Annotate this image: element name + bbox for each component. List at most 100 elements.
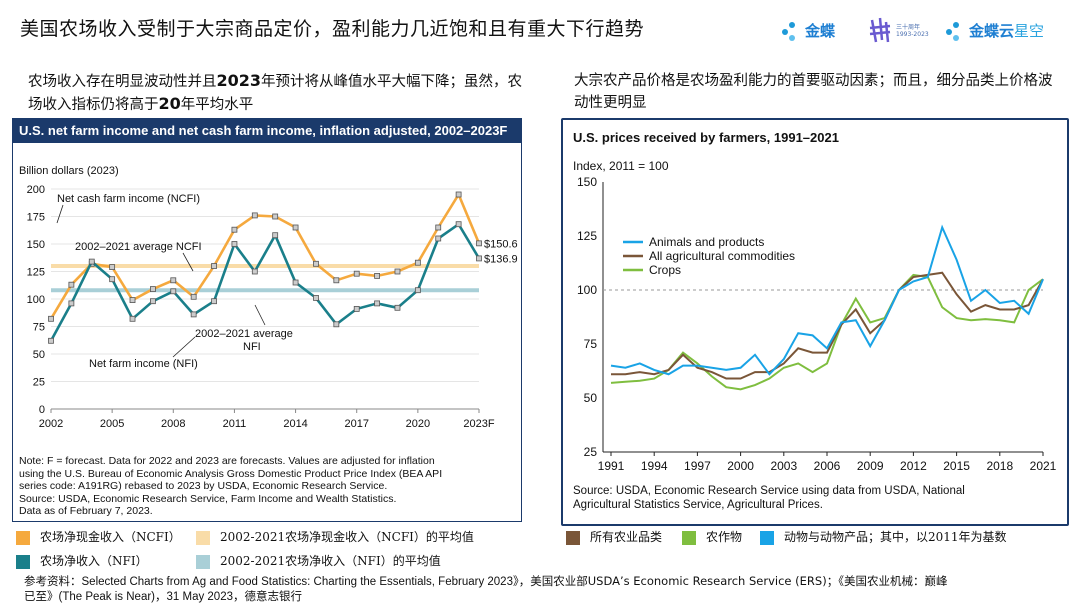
anniversary-logo bbox=[868, 16, 892, 48]
data-point bbox=[394, 304, 401, 311]
data-point bbox=[272, 213, 279, 220]
ncfi-leader-line bbox=[56, 204, 64, 224]
y-tick-label: 50 bbox=[584, 391, 598, 405]
data-point bbox=[394, 268, 401, 275]
legend-all-ag: 所有农业品类 bbox=[566, 528, 662, 545]
y-tick-label: 25 bbox=[33, 377, 45, 389]
y-tick-label: 50 bbox=[33, 349, 45, 361]
x-tick-label: 2006 bbox=[814, 459, 841, 470]
x-tick-label: 2015 bbox=[943, 459, 970, 470]
footer-text: 参考资料： bbox=[24, 574, 82, 588]
legend-nfi: 农场净收入（NFI） bbox=[16, 552, 148, 569]
legend-label: Animals and products bbox=[649, 235, 764, 249]
data-point bbox=[313, 260, 319, 267]
data-point bbox=[313, 294, 319, 301]
y-tick-label: 100 bbox=[27, 294, 45, 306]
data-point bbox=[374, 300, 380, 307]
data-point bbox=[251, 268, 258, 275]
x-tick-label: 2014 bbox=[283, 418, 307, 430]
data-point bbox=[211, 263, 217, 269]
data-point bbox=[251, 212, 258, 219]
data-point bbox=[353, 305, 360, 312]
left-chart-title: U.S. net farm income and net cash farm i… bbox=[13, 119, 521, 143]
note-line: Source: USDA, Economic Research Service,… bbox=[19, 492, 397, 505]
x-tick-label: 2020 bbox=[406, 418, 430, 430]
left-y-axis-label: Billion dollars (2023) bbox=[19, 165, 119, 177]
data-point bbox=[68, 281, 75, 288]
data-point bbox=[435, 235, 442, 242]
x-tick-label: 1994 bbox=[641, 459, 668, 470]
legend-ncfi: 农场净现金收入（NCFI） bbox=[16, 528, 181, 545]
y-tick-label: 25 bbox=[584, 445, 598, 459]
data-point bbox=[476, 240, 482, 247]
crops-line bbox=[610, 273, 1044, 391]
source-line: Source: USDA, Economic Research Service … bbox=[573, 485, 965, 497]
footer-references: 参考资料：Selected Charts from Ag and Food St… bbox=[24, 574, 1074, 604]
xingkong-text: 星空 bbox=[1014, 23, 1045, 40]
x-tick-label: 2005 bbox=[100, 418, 124, 430]
footer-text: (The Peak is Near)，31 May 2023 bbox=[58, 591, 234, 603]
data-point bbox=[48, 315, 54, 322]
x-tick-label: 2008 bbox=[161, 418, 185, 430]
left-subtitle-part1: 农场收入存在明显波动性并且 bbox=[28, 74, 217, 90]
x-tick-label: 2018 bbox=[986, 459, 1013, 470]
left-subtitle-years: 20 bbox=[158, 94, 181, 113]
data-point bbox=[333, 321, 340, 328]
footer-text: Selected Charts from Ag and Food Statist… bbox=[81, 576, 513, 588]
data-point bbox=[170, 288, 177, 295]
source-line: Agricultural Statistics Service, Agricul… bbox=[573, 499, 823, 511]
all-ag-line bbox=[611, 271, 1044, 380]
data-point bbox=[374, 273, 380, 279]
data-point bbox=[88, 258, 95, 265]
y-tick-label: 75 bbox=[33, 322, 45, 334]
legend-label: 农场净现金收入（NCFI） bbox=[40, 530, 181, 544]
y-tick-label: 150 bbox=[27, 239, 45, 251]
y-tick-label: 100 bbox=[577, 283, 597, 297]
left-chart-panel: U.S. net farm income and net cash farm i… bbox=[12, 118, 522, 522]
nfi-avg-annotation: 2002–2021 average bbox=[195, 328, 293, 340]
footer-text: ，德意志银行 bbox=[233, 589, 302, 603]
nfi-end-label: $136.9 bbox=[484, 253, 518, 265]
data-point bbox=[190, 293, 197, 300]
nfi-avg-annotation: NFI bbox=[243, 341, 261, 353]
y-tick-label: 175 bbox=[27, 212, 45, 224]
nfi-annotation: Net farm income (NFI) bbox=[89, 358, 198, 370]
x-tick-label: 2011 bbox=[223, 418, 247, 430]
legend-swatch bbox=[196, 530, 210, 545]
data-point bbox=[109, 264, 116, 270]
data-point bbox=[48, 337, 54, 344]
note-line: using the U.S. Bureau of Economic Analys… bbox=[19, 467, 443, 480]
right-chart-source: Source: USDA, Economic Research Service … bbox=[573, 484, 965, 512]
data-point bbox=[129, 297, 136, 304]
legend-swatch bbox=[196, 554, 210, 569]
nfi-leader-line bbox=[172, 336, 196, 358]
y-tick-label: 150 bbox=[577, 175, 597, 189]
x-tick-label: 1991 bbox=[598, 459, 625, 470]
left-subtitle: 农场收入存在明显波动性并且2023年预计将从峰值水平大幅下降；虽然，农场收入指标… bbox=[28, 70, 528, 116]
data-point bbox=[414, 287, 421, 294]
data-point bbox=[150, 286, 156, 293]
footer-text: 》，美国农业部USDA’s Economic Research Service … bbox=[512, 574, 948, 588]
ncfi-avg-leader-line bbox=[182, 252, 194, 272]
footer-text: 已至》 bbox=[24, 589, 59, 603]
legend-label: 农作物 bbox=[706, 530, 743, 544]
note-line: Data as of February 7, 2023. bbox=[19, 505, 153, 517]
left-subtitle-year: 2023 bbox=[216, 71, 262, 90]
data-point bbox=[231, 241, 238, 247]
x-tick-label: 2023F bbox=[463, 418, 494, 430]
legend-label: 动物与动物产品；其中，以2011年为基数 bbox=[784, 530, 1007, 544]
anniversary-text: 三十周年 1993-2023 bbox=[896, 24, 929, 38]
data-point bbox=[272, 232, 279, 239]
right-chart-title: U.S. prices received by farmers, 1991–20… bbox=[573, 130, 839, 145]
x-tick-label: 1997 bbox=[684, 459, 711, 470]
y-tick-label: 200 bbox=[27, 184, 45, 196]
data-point bbox=[68, 300, 75, 307]
page-title: 美国农场收入受制于大宗商品定价，盈利能力几近饱和且有重大下行趋势 bbox=[20, 18, 645, 40]
legend-ncfi-avg: 2002-2021农场净现金收入（NCFI）的平均值 bbox=[196, 528, 474, 545]
x-tick-label: 2009 bbox=[857, 459, 884, 470]
right-chart-plot: Index, 2011 = 100 25 50 75 100 125 150 1991 1994… bbox=[573, 159, 1057, 470]
right-chart-panel: U.S. prices received by farmers, 1991–20… bbox=[561, 118, 1069, 526]
animals-line bbox=[610, 224, 1044, 376]
nfi-line bbox=[49, 222, 481, 342]
anniversary-icon bbox=[869, 17, 891, 43]
